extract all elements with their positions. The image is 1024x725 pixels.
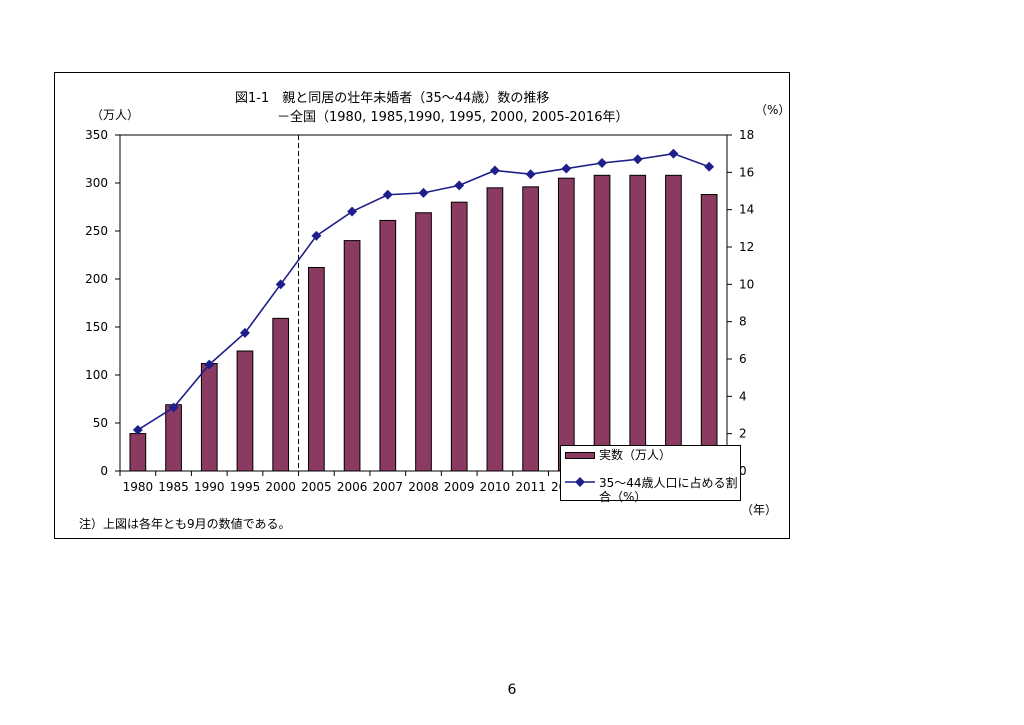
x-tick-label: 2008 [408,480,439,494]
bar [522,186,539,472]
bar [308,266,325,472]
left-tick-label: 150 [85,320,108,334]
line-point [382,189,393,200]
left-axis-unit: （万人） [91,108,140,122]
line-point [489,165,500,176]
bar [165,404,182,472]
right-tick-label: 2 [739,427,747,441]
legend-item-line: 35～44歳人口に占める割合（%） [565,476,739,504]
line-point [204,359,215,370]
right-tick-label: 6 [739,352,747,366]
bar [557,177,575,472]
left-tick-label: 350 [85,128,108,142]
line-point [240,327,250,338]
bar [272,317,290,472]
bar [450,201,468,472]
page-number: 6 [507,682,517,698]
line-point [275,279,286,290]
x-tick-label: 2009 [444,480,475,494]
left-tick-label: 50 [93,416,108,430]
bar [200,362,218,472]
bar [700,194,718,472]
line-point [668,148,679,159]
right-tick-label: 10 [739,277,754,291]
right-axis-unit: （%） [755,103,791,117]
legend-line-label: 35～44歳人口に占める割合（%） [599,476,738,504]
line-point [525,169,536,180]
left-tick-label: 200 [85,272,108,286]
x-tick-label: 2006 [337,480,368,494]
legend-bar-label: 実数（万人） [599,448,672,462]
line-point [311,230,322,241]
line-point [561,163,572,174]
line-point [347,206,358,217]
left-tick-label: 100 [85,368,108,382]
line-point [418,187,429,198]
x-tick-label: 2007 [373,480,404,494]
chart-title: 図1-1 親と同居の壮年未婚者（35～44歳）数の推移 [235,91,550,106]
right-tick-label: 4 [739,389,747,403]
chart-legend: 実数（万人） 35～44歳人口に占める割合（%） [560,445,741,504]
bar [486,187,504,472]
line-point [454,180,465,191]
x-tick-label: 2011 [515,480,546,494]
x-tick-label: 1990 [194,480,225,494]
bar [629,174,647,472]
right-tick-label: 12 [739,240,754,254]
legend-item-bar: 実数（万人） [565,448,671,462]
bar [593,174,611,472]
right-tick-label: 14 [739,203,754,217]
right-tick-label: 18 [739,128,754,142]
bar [379,219,397,472]
bar [415,212,432,472]
x-tick-label: 2000 [265,480,296,494]
left-tick-label: 0 [100,464,108,478]
line-point [168,402,179,413]
right-tick-label: 8 [739,315,747,329]
right-tick-label: 0 [739,464,747,478]
legend-bar-swatch [565,452,595,459]
bar [236,350,254,472]
x-axis-unit: （年） [741,503,778,517]
bar [665,174,682,472]
right-tick-label: 16 [739,165,754,179]
x-tick-label: 1980 [123,480,154,494]
line-point [704,161,715,172]
line-point [597,158,607,168]
left-tick-label: 250 [85,224,108,238]
chart-frame: 図1-1 親と同居の壮年未婚者（35～44歳）数の推移 －全国（1980, 19… [54,72,790,539]
x-tick-label: 1995 [230,480,261,494]
chart-note: 注）上図は各年とも9月の数値である。 [79,517,291,531]
bar [343,240,361,472]
left-tick-label: 300 [85,176,108,190]
x-tick-label: 2005 [301,480,332,494]
bar [129,433,147,472]
chart-subtitle: －全国（1980, 1985,1990, 1995, 2000, 2005-20… [277,110,629,125]
line-point [632,154,643,165]
x-tick-label: 2010 [480,480,511,494]
x-tick-label: 1985 [158,480,189,494]
legend-line-swatch [565,476,595,488]
